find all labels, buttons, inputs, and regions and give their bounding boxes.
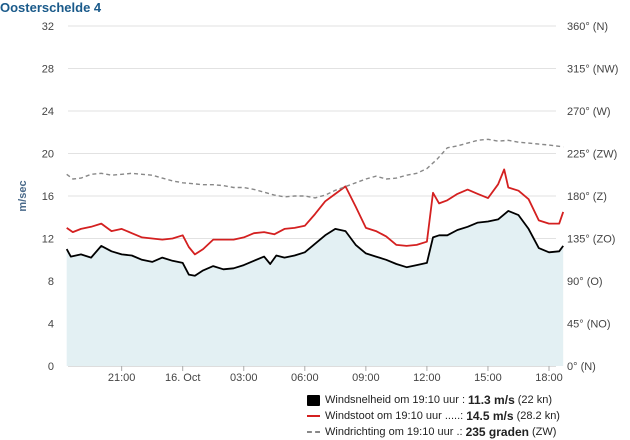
- y2-tick-label: 270° (W): [567, 106, 611, 118]
- legend: Windsnelheid om 19:10 uur : 11.3 m/s (22…: [307, 392, 560, 440]
- y-tick-label: 12: [42, 234, 54, 246]
- y2-tick-label: 315° (NW): [567, 64, 618, 76]
- x-axis-ticks: 21:00 16. Oct 03:00 06:00 09:00 12:00 15:00 18:…: [108, 366, 563, 384]
- series-line-windsnelheid: [65, 210, 564, 277]
- legend-value: 235 graden: [465, 425, 529, 439]
- legend-item-windstoot[interactable]: Windstoot om 19:10 uur .....: 14.5 m/s (…: [307, 408, 560, 424]
- x-tick-label: 21:00: [108, 372, 136, 384]
- legend-swatch-windsnelheid: [307, 394, 320, 406]
- legend-label: Windrichting om 19:10 uur .:: [325, 426, 463, 438]
- y-axis-ticks: 0 4 8 12 16 20 24 28 32: [42, 21, 54, 373]
- y2-tick-label: 180° (Z): [567, 191, 607, 203]
- legend-label: Windsnelheid om 19:10 uur :: [325, 394, 466, 406]
- y-tick-label: 32: [42, 21, 54, 33]
- legend-item-windrichting[interactable]: Windrichting om 19:10 uur .: 235 graden …: [307, 424, 560, 440]
- y-tick-label: 28: [42, 64, 54, 76]
- x-tick-label: 09:00: [352, 372, 380, 384]
- y2-tick-label: 135° (ZO): [567, 234, 615, 246]
- series-area-windsnelheid: [66, 210, 564, 366]
- legend-item-windsnelheid[interactable]: Windsnelheid om 19:10 uur : 11.3 m/s (22…: [307, 392, 560, 408]
- legend-unit: (22 kn): [517, 394, 552, 406]
- y2-axis-ticks: 0° (N) 45° (NO) 90° (O) 135° (ZO) 180° (Z) 22…: [567, 21, 618, 373]
- y-tick-label: 20: [42, 149, 54, 161]
- x-tick-label: 16. Oct: [165, 372, 200, 384]
- legend-label: Windstoot om 19:10 uur .....:: [325, 410, 464, 422]
- legend-unit: (28.2 kn): [516, 410, 560, 422]
- legend-swatch-windstoot: [307, 415, 320, 417]
- legend-swatch-windrichting: [307, 431, 320, 433]
- series-line-windstoot: [66, 168, 565, 256]
- x-tick-label: 15:00: [474, 372, 502, 384]
- y2-tick-label: 225° (ZW): [567, 149, 617, 161]
- x-tick-label: 03:00: [230, 372, 258, 384]
- y2-tick-label: 45° (NO): [567, 319, 611, 331]
- x-tick-label: 18:00: [535, 372, 563, 384]
- chart-title: Oosterschelde 4: [0, 0, 102, 15]
- y-tick-label: 4: [48, 319, 54, 331]
- y2-tick-label: 0° (N): [567, 361, 596, 373]
- legend-value: 14.5 m/s: [466, 409, 514, 423]
- y-tick-label: 16: [42, 191, 54, 203]
- y2-tick-label: 90° (O): [567, 276, 603, 288]
- area-layer: [66, 210, 564, 366]
- x-tick-label: 06:00: [291, 372, 319, 384]
- series-line-windrichting: [66, 138, 564, 199]
- series-lines: [65, 138, 565, 277]
- y-tick-label: 8: [48, 276, 54, 288]
- y-tick-label: 0: [48, 361, 54, 373]
- legend-unit: (ZW): [531, 426, 557, 438]
- y-tick-label: 24: [42, 106, 54, 118]
- legend-value: 11.3 m/s: [468, 393, 515, 407]
- x-tick-label: 12:00: [413, 372, 441, 384]
- y2-tick-label: 360° (N): [567, 21, 608, 33]
- y-axis-label: m/sec: [17, 180, 29, 211]
